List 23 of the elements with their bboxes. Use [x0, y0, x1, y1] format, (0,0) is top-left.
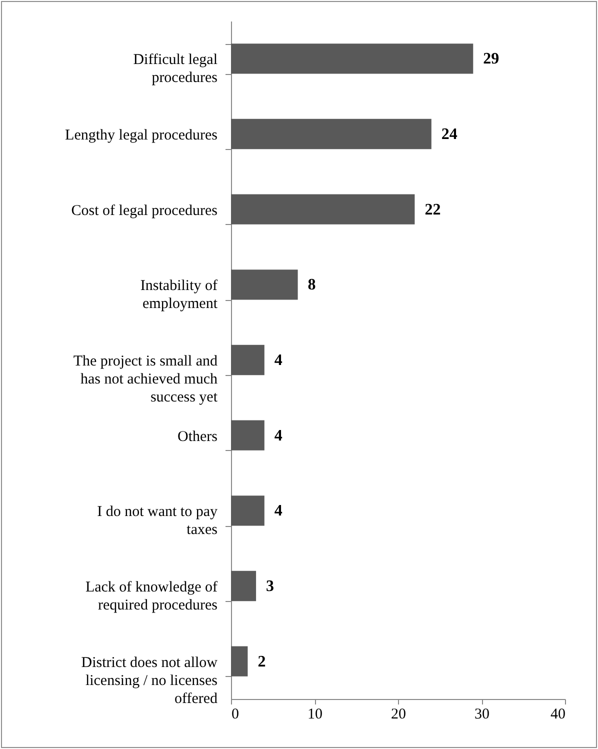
data-label: 2: [258, 653, 266, 670]
x-tick-label: 20: [391, 706, 406, 722]
x-tick-label: 30: [474, 706, 490, 722]
y-tick-label: Instability of employment: [140, 278, 218, 312]
data-label: 24: [441, 126, 458, 143]
y-tick-label: I do not want to pay taxes: [97, 504, 218, 538]
data-label: 4: [274, 502, 282, 520]
x-tick-label: 10: [308, 706, 322, 722]
data-label: 4: [274, 352, 282, 369]
y-tick-label: Cost of legal procedures: [71, 202, 218, 219]
y-tick-label: District does not allow licensing / no licenses offered: [81, 654, 218, 707]
data-label: 3: [266, 578, 274, 595]
data-label: 22: [424, 201, 441, 218]
y-tick-label: Others: [178, 428, 218, 445]
data-label: 29: [483, 50, 500, 68]
y-tick-label: The project is small and has not achieved much success yet: [73, 354, 218, 406]
y-tick-label: Difficult legal procedures: [133, 52, 218, 86]
x-tick-label: 40: [550, 706, 566, 722]
data-label: 4: [274, 427, 282, 444]
y-tick-label: Lack of knowledge of required procedures: [85, 580, 218, 614]
y-tick-label: Lengthy legal procedures: [65, 128, 218, 144]
x-tick-label: 0: [232, 706, 239, 722]
data-label: 8: [308, 276, 316, 294]
